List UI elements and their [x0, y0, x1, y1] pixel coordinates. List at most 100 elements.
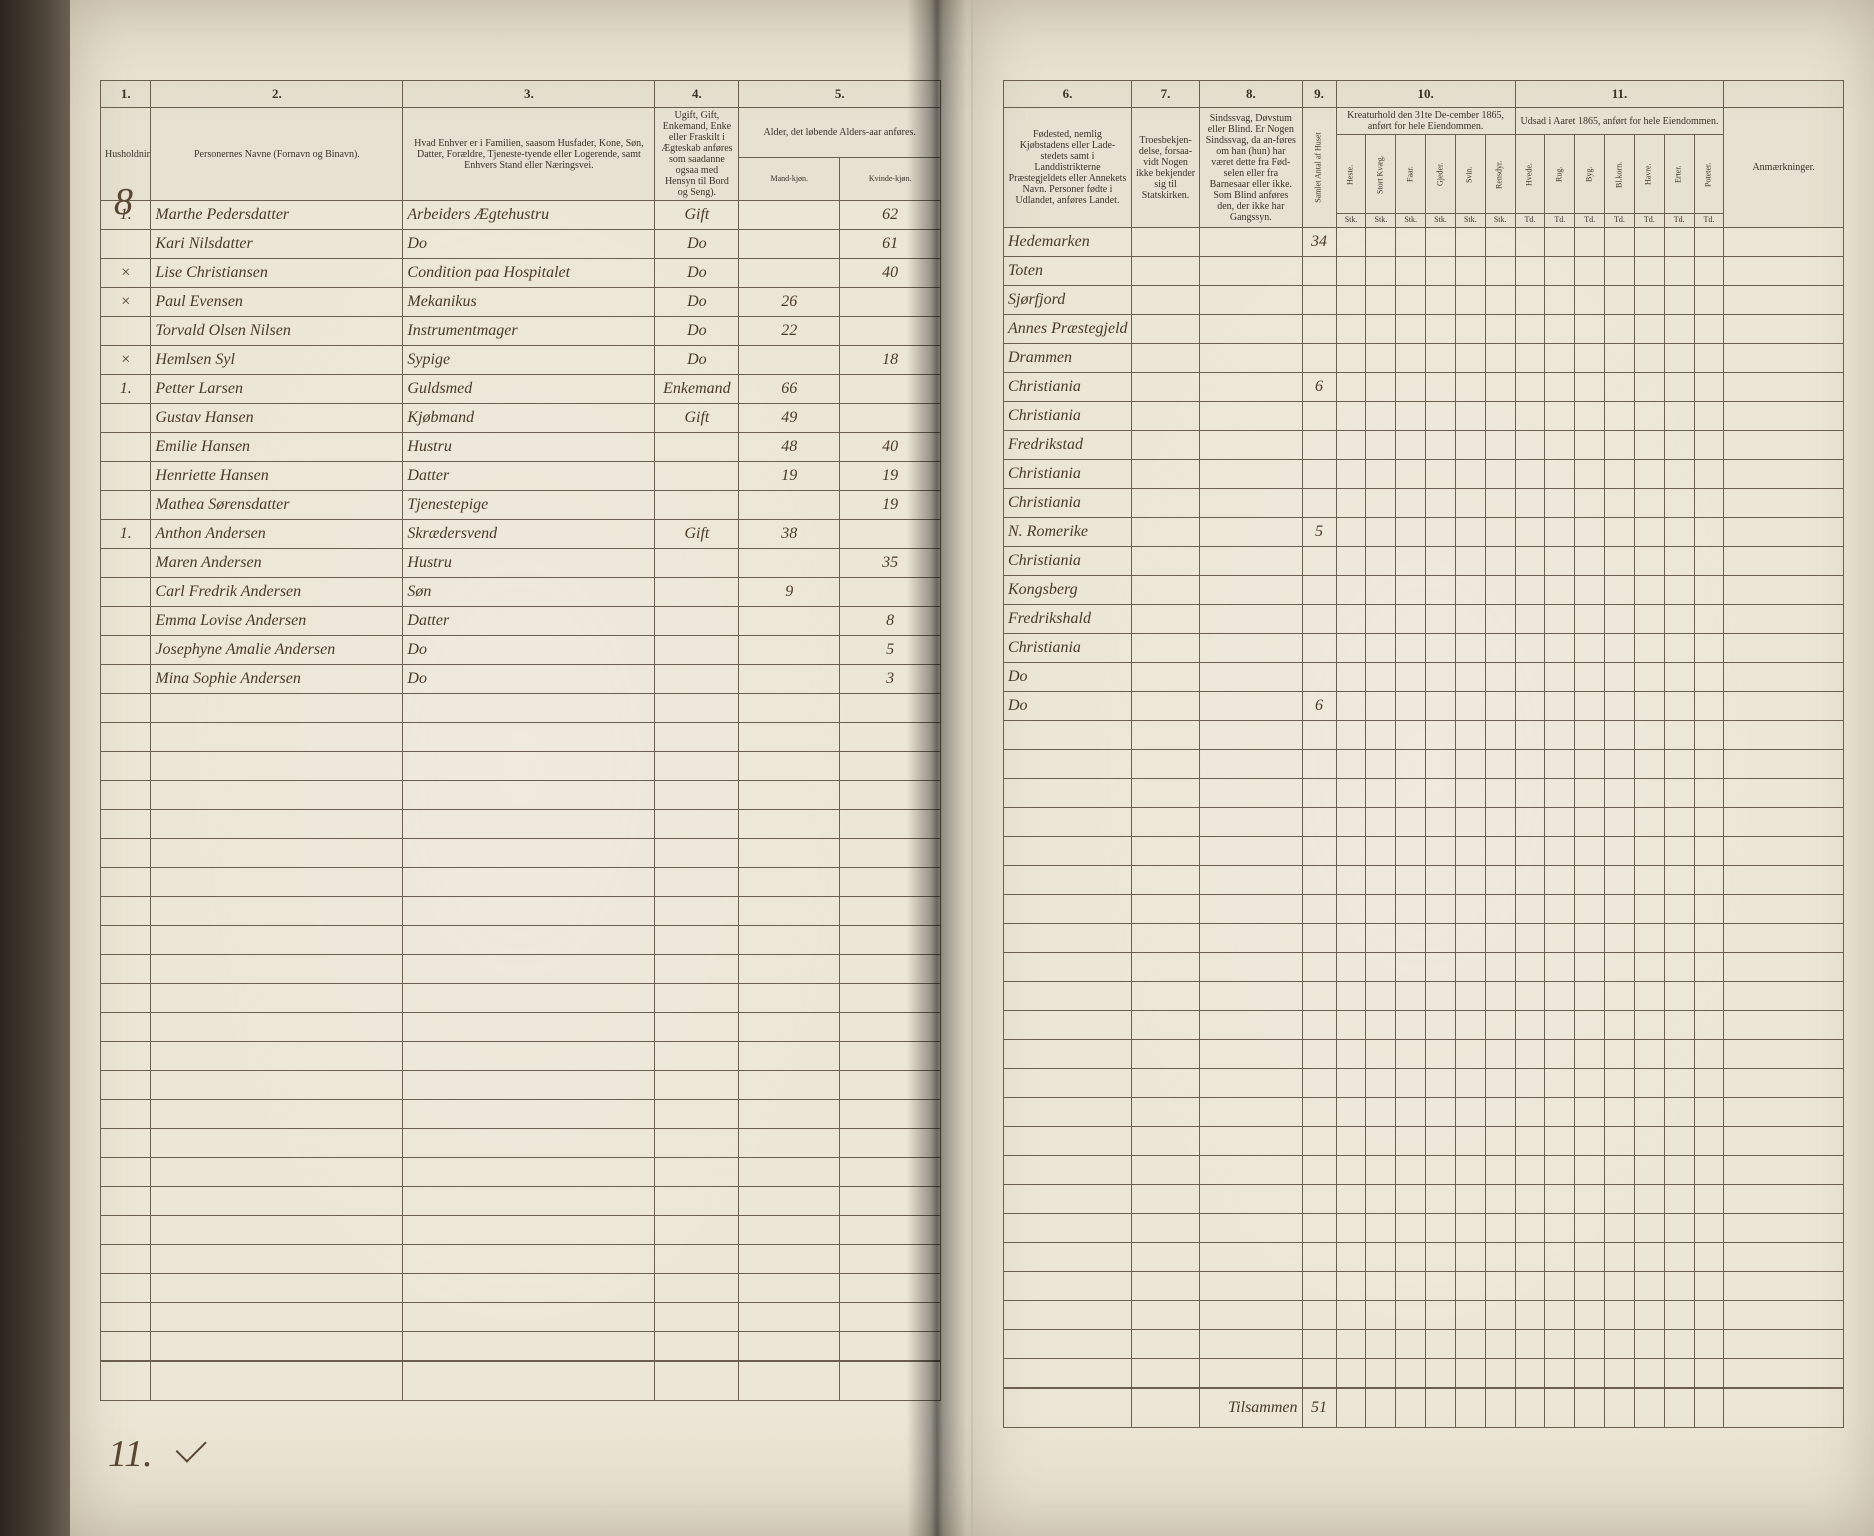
cell: [1366, 576, 1396, 605]
cell: [1200, 402, 1302, 431]
cell-blank: [403, 1071, 655, 1100]
cell: [1724, 460, 1844, 489]
table-row-blank: [1004, 1011, 1844, 1040]
cell: [1426, 286, 1456, 315]
cell-blank: [1545, 1330, 1575, 1359]
cell-blank: [1575, 924, 1605, 953]
col9-num: 9.: [1302, 81, 1336, 108]
cell-blank: [1694, 1040, 1724, 1069]
cell: [1515, 547, 1545, 576]
cell-blank: [739, 1129, 840, 1158]
cell-rel: Mekanikus: [403, 288, 655, 317]
sub11-1: Rug.: [1545, 135, 1575, 214]
cell-age-k: [840, 317, 941, 346]
cell-blank: [1634, 1011, 1664, 1040]
cell-blank: [1724, 1214, 1844, 1243]
cell: [1366, 315, 1396, 344]
cell-blank: [655, 694, 739, 723]
cell-age-m: 66: [739, 375, 840, 404]
cell-blank: [1575, 808, 1605, 837]
cell: [1545, 315, 1575, 344]
cell-blank: [101, 1187, 151, 1216]
cell-blank: [1545, 1127, 1575, 1156]
cell: [1724, 634, 1844, 663]
cell-blank: [1131, 721, 1199, 750]
cell: [1396, 518, 1426, 547]
cell-blank: [403, 839, 655, 868]
cell-blank: [1605, 1040, 1635, 1069]
sub10-3: Gjeder.: [1426, 135, 1456, 214]
cell-age-k: 18: [840, 346, 941, 375]
cell-blank: [1515, 924, 1545, 953]
cell-blank: [1004, 750, 1132, 779]
cell-blank: [1336, 1156, 1366, 1185]
table-row: 1.Marthe PedersdatterArbeiders Ægtehustr…: [101, 201, 941, 230]
cell: [1664, 402, 1694, 431]
cell: [1605, 460, 1635, 489]
unit-1: Stk.: [1366, 214, 1396, 228]
table-row: Drammen: [1004, 344, 1844, 373]
cell-blank: [1724, 1040, 1844, 1069]
cell: [1302, 257, 1336, 286]
cell: [1694, 257, 1724, 286]
cell: [1396, 576, 1426, 605]
cell-blank: [1515, 837, 1545, 866]
margin-number-bottom: 11.: [108, 1432, 153, 1476]
cell-blank: [1004, 1069, 1132, 1098]
cell-blank: [101, 1100, 151, 1129]
cell-blank: [1605, 721, 1635, 750]
cell-blank: [1366, 1040, 1396, 1069]
hdr-sind: Sindssvag, Døvstum eller Blind. Er Nogen…: [1200, 108, 1302, 228]
ledger-table-left: 1. 2. 3. 4. 5. Husholdninger. Personerne…: [100, 80, 941, 1401]
cell-blank: [1605, 1011, 1635, 1040]
cell-age-m: 38: [739, 520, 840, 549]
cell: [1694, 692, 1724, 721]
cell-blank: [655, 1100, 739, 1129]
footer-cell: [1366, 1388, 1396, 1428]
cell-blank: [1634, 1214, 1664, 1243]
cell-blank: [840, 1013, 941, 1042]
cell: [1694, 460, 1724, 489]
cell-blank: [1396, 1214, 1426, 1243]
cell-blank: [1366, 866, 1396, 895]
footer-cell: [1485, 1388, 1515, 1428]
cell-blank: [1634, 953, 1664, 982]
cell-status: Gift: [655, 201, 739, 230]
cell-blank: [151, 839, 403, 868]
cell-blank: [1455, 837, 1485, 866]
cell-blank: [1724, 1098, 1844, 1127]
cell-age-m: [739, 665, 840, 694]
cell-age-m: 49: [739, 404, 840, 433]
cell-blank: [840, 984, 941, 1013]
cell-blank: [1426, 1127, 1456, 1156]
cell-blank: [1694, 1069, 1724, 1098]
cell-blank: [1302, 895, 1336, 924]
cell-blank: [1336, 895, 1366, 924]
cell-blank: [1200, 779, 1302, 808]
cell-blank: [1302, 1011, 1336, 1040]
cell-blank: [1396, 953, 1426, 982]
cell-blank: [1694, 779, 1724, 808]
cell-hh: [101, 462, 151, 491]
cell: [1515, 489, 1545, 518]
cell-blank: [1455, 895, 1485, 924]
cell-blank: [1302, 1156, 1336, 1185]
cell: [1336, 663, 1366, 692]
cell-blank: [151, 1216, 403, 1245]
cell-blank: [1485, 1243, 1515, 1272]
cell-blank: [1545, 808, 1575, 837]
cell: [1634, 286, 1664, 315]
cell: [1694, 402, 1724, 431]
table-row-blank: [101, 1158, 941, 1187]
cell: [1366, 257, 1396, 286]
cell-blank: [1724, 808, 1844, 837]
cell-blank: [1664, 1098, 1694, 1127]
cell: [1634, 228, 1664, 257]
cell-blank: [840, 868, 941, 897]
cell: Annes Præstegjeld: [1004, 315, 1132, 344]
cell: [1515, 228, 1545, 257]
cell-age-k: 8: [840, 607, 941, 636]
cell-blank: [1004, 1156, 1132, 1185]
unit-8: Td.: [1575, 214, 1605, 228]
cell-blank: [1515, 1243, 1545, 1272]
